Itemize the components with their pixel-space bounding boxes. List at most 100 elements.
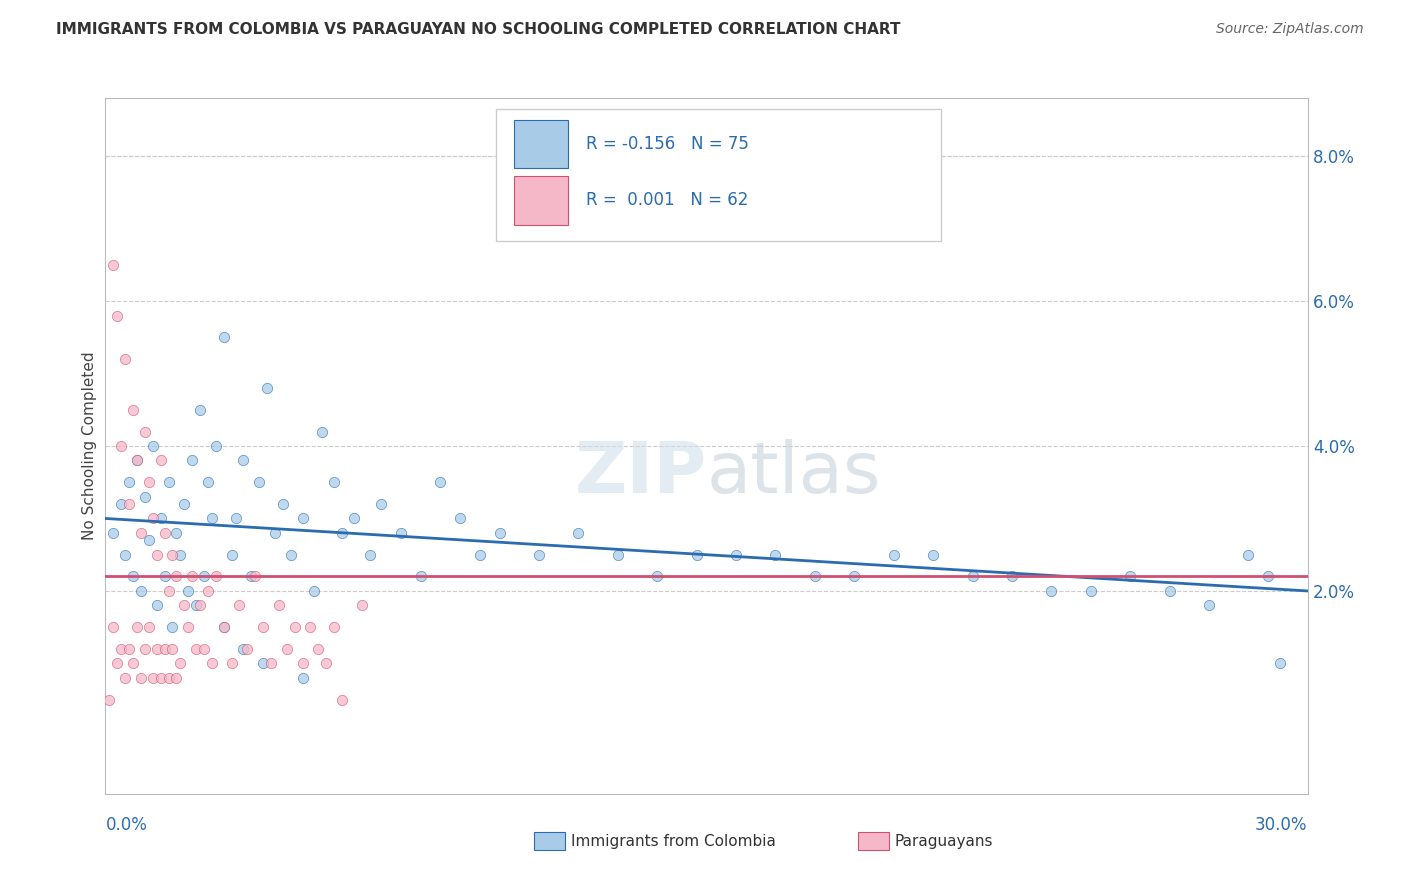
- Point: [177, 620, 200, 634]
- Point: [197, 584, 219, 599]
- Point: [157, 671, 180, 685]
- Point: [134, 490, 156, 504]
- Point: [240, 569, 263, 583]
- Point: [299, 620, 322, 634]
- Point: [409, 569, 432, 583]
- Point: [527, 548, 550, 562]
- Text: atlas: atlas: [707, 440, 882, 508]
- Point: [184, 642, 207, 657]
- Text: 0.0%: 0.0%: [105, 816, 148, 834]
- Point: [105, 309, 128, 323]
- Point: [1159, 584, 1181, 599]
- Point: [181, 453, 204, 467]
- Point: [118, 642, 141, 657]
- Text: Source: ZipAtlas.com: Source: ZipAtlas.com: [1216, 22, 1364, 37]
- Point: [449, 511, 471, 525]
- Point: [134, 642, 156, 657]
- Point: [142, 671, 165, 685]
- Text: 30.0%: 30.0%: [1256, 816, 1308, 834]
- Point: [142, 439, 165, 453]
- Point: [188, 599, 211, 613]
- Point: [118, 475, 141, 490]
- Point: [245, 569, 267, 583]
- Point: [110, 497, 132, 511]
- Point: [291, 671, 314, 685]
- Point: [212, 330, 235, 344]
- Point: [165, 569, 187, 583]
- Point: [177, 584, 200, 599]
- Point: [162, 642, 184, 657]
- Point: [962, 569, 984, 583]
- Point: [228, 599, 250, 613]
- Point: [129, 671, 152, 685]
- FancyBboxPatch shape: [515, 120, 568, 169]
- Point: [201, 657, 224, 671]
- Point: [247, 475, 270, 490]
- Point: [149, 511, 172, 525]
- Point: [1257, 569, 1279, 583]
- Point: [267, 599, 290, 613]
- Point: [429, 475, 451, 490]
- Y-axis label: No Schooling Completed: No Schooling Completed: [82, 351, 97, 541]
- Point: [1237, 548, 1260, 562]
- Point: [162, 620, 184, 634]
- Point: [330, 526, 353, 541]
- Point: [212, 620, 235, 634]
- Point: [291, 511, 314, 525]
- Point: [1001, 569, 1024, 583]
- Point: [114, 671, 136, 685]
- Point: [221, 548, 243, 562]
- Point: [169, 657, 191, 671]
- Point: [468, 548, 491, 562]
- Point: [114, 548, 136, 562]
- Text: IMMIGRANTS FROM COLOMBIA VS PARAGUAYAN NO SCHOOLING COMPLETED CORRELATION CHART: IMMIGRANTS FROM COLOMBIA VS PARAGUAYAN N…: [56, 22, 901, 37]
- Point: [149, 671, 172, 685]
- Point: [1119, 569, 1142, 583]
- Point: [1268, 657, 1291, 671]
- Point: [567, 526, 589, 541]
- Point: [212, 620, 235, 634]
- Point: [232, 453, 254, 467]
- Point: [138, 475, 160, 490]
- Point: [197, 475, 219, 490]
- Point: [125, 453, 148, 467]
- Point: [645, 569, 668, 583]
- Point: [153, 526, 176, 541]
- Point: [105, 657, 128, 671]
- Point: [165, 671, 187, 685]
- Point: [122, 657, 145, 671]
- Point: [125, 453, 148, 467]
- Point: [142, 511, 165, 525]
- Point: [122, 569, 145, 583]
- Point: [184, 599, 207, 613]
- Point: [173, 497, 195, 511]
- Point: [260, 657, 283, 671]
- Point: [169, 548, 191, 562]
- Point: [844, 569, 866, 583]
- Point: [114, 352, 136, 367]
- Point: [157, 475, 180, 490]
- Point: [134, 425, 156, 439]
- Point: [103, 620, 125, 634]
- Point: [765, 548, 787, 562]
- Point: [284, 620, 307, 634]
- Point: [488, 526, 510, 541]
- Text: Paraguayans: Paraguayans: [894, 834, 993, 848]
- Point: [204, 569, 226, 583]
- Point: [1040, 584, 1063, 599]
- Point: [138, 533, 160, 548]
- Point: [685, 548, 707, 562]
- Text: Immigrants from Colombia: Immigrants from Colombia: [571, 834, 776, 848]
- Point: [304, 584, 326, 599]
- Point: [252, 657, 274, 671]
- Point: [110, 642, 132, 657]
- Point: [173, 599, 195, 613]
- Point: [221, 657, 243, 671]
- Point: [804, 569, 827, 583]
- Point: [883, 548, 905, 562]
- Point: [129, 584, 152, 599]
- Point: [350, 599, 373, 613]
- Point: [323, 620, 346, 634]
- Point: [264, 526, 287, 541]
- Point: [122, 402, 145, 417]
